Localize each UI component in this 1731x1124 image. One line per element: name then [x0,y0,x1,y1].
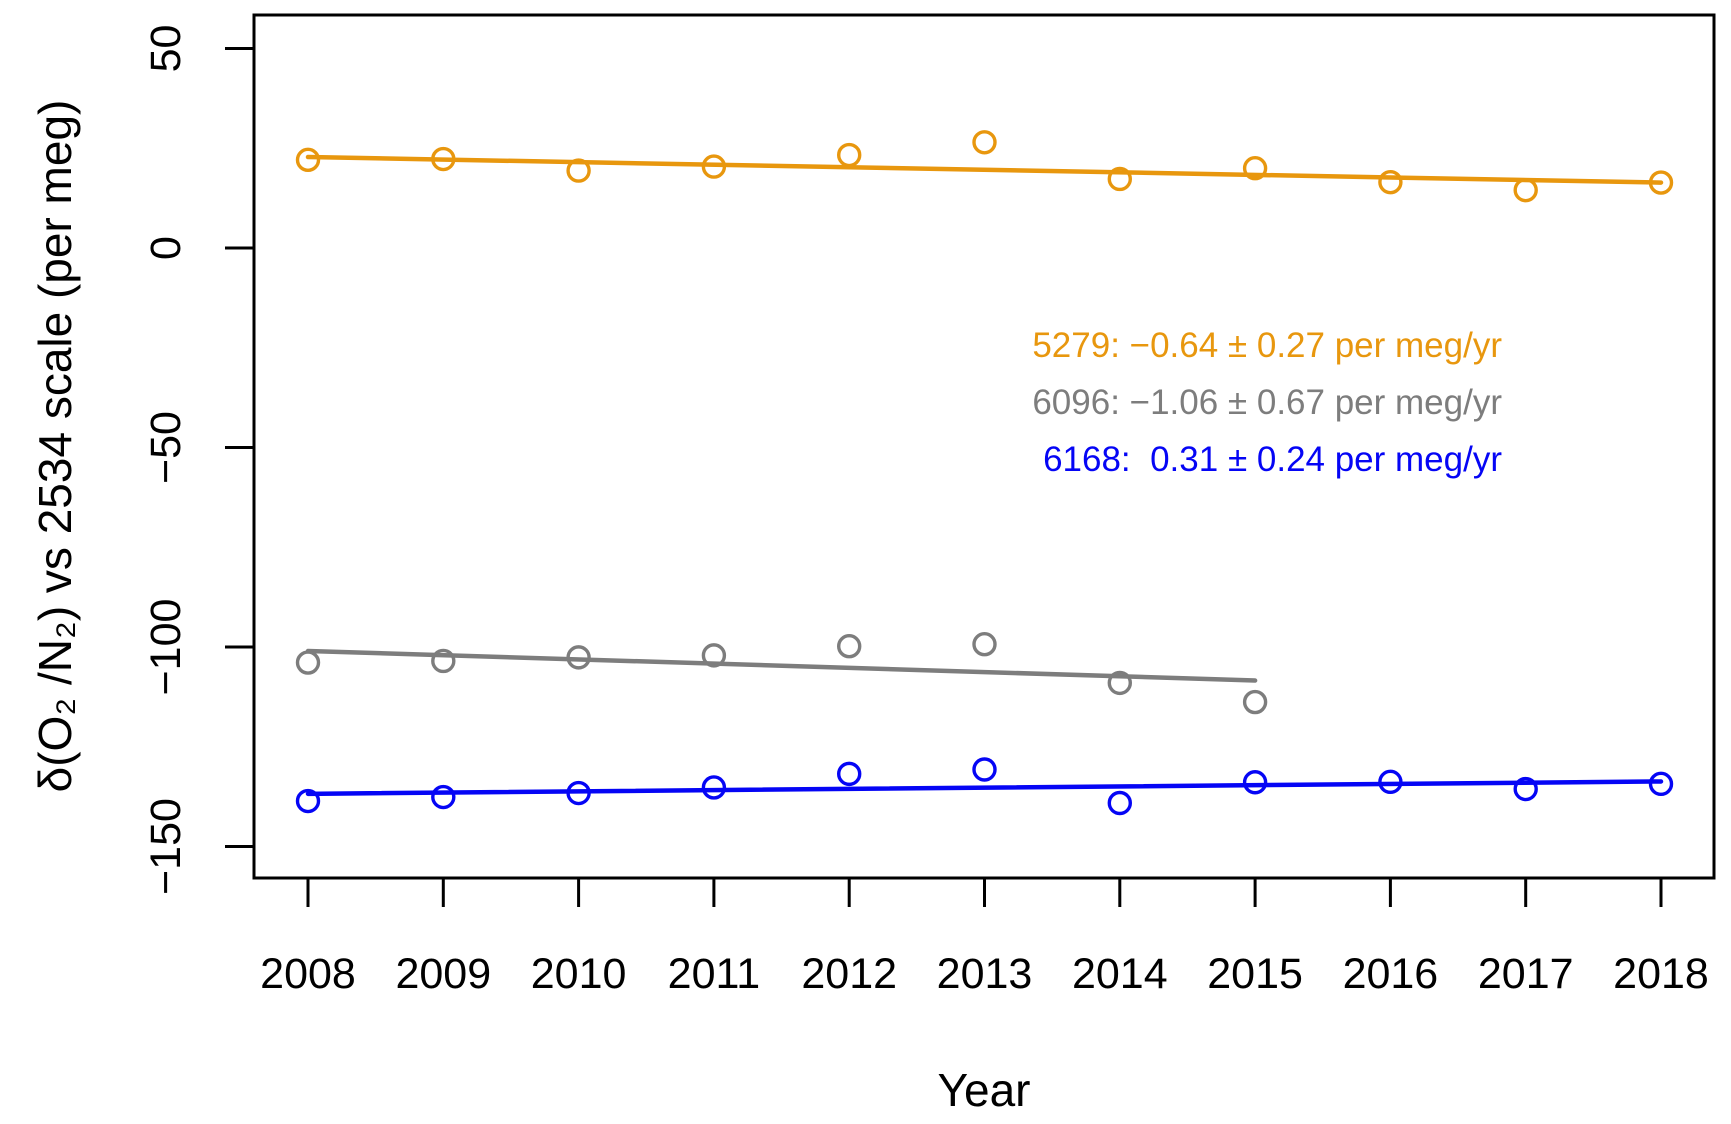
data-point-6096-2013 [972,632,997,657]
legend: 5279: −0.64 ± 0.27 per meg/yr 6096: −1.0… [1032,317,1502,488]
x-tick-label: 2008 [260,950,356,998]
x-tick-label: 2017 [1478,950,1574,998]
series-5279 [295,130,1674,203]
y-tick-label: −150 [142,798,190,895]
data-point-6168-2010 [566,780,591,806]
data-point-6168-2018 [1648,771,1674,797]
data-point-5279-2018 [1648,170,1674,195]
y-tick-label: −100 [142,599,190,696]
x-tick-label: 2009 [395,950,491,998]
data-point-5279-2015 [1242,155,1268,181]
legend-entry-6168: 6168: 0.31 ± 0.24 per meg/yr [1043,440,1502,479]
data-point-6168-2008 [295,788,321,814]
data-point-5279-2010 [566,158,591,183]
data-point-6168-2013 [972,757,997,782]
data-point-6168-2011 [701,775,727,800]
x-tick-label: 2013 [937,950,1033,998]
data-point-5279-2012 [837,142,862,168]
data-point-6168-2012 [837,761,862,787]
data-point-6096-2010 [566,645,591,670]
data-point-6096-2008 [295,650,321,675]
data-point-5279-2017 [1513,177,1538,203]
x-tick-label: 2014 [1072,950,1168,998]
data-point-6096-2011 [701,643,727,668]
y-axis-title: δ(O₂ /N₂) vs 2534 scale (per meg) [29,99,81,793]
y-tick-label: 0 [142,236,190,260]
data-point-5279-2011 [701,154,727,179]
x-axis-title: Year [937,1064,1031,1116]
data-point-6168-2009 [431,784,456,810]
series-6168 [295,757,1674,816]
y-tick-label: 50 [142,25,190,73]
x-tick-label: 2010 [531,950,627,998]
y-tick-label: −50 [142,411,190,484]
data-point-6168-2016 [1378,769,1403,795]
data-point-5279-2014 [1107,166,1133,192]
legend-entry-6096: 6096: −1.06 ± 0.67 per meg/yr [1032,383,1502,422]
x-tick-label: 2011 [668,950,760,998]
x-tick-label: 2016 [1343,950,1439,998]
data-point-5279-2013 [972,130,997,155]
data-point-6096-2012 [837,634,862,659]
trend-line-6096 [305,648,1258,683]
data-point-6096-2014 [1107,670,1133,696]
data-point-6168-2014 [1107,790,1133,816]
trend-line-5279 [305,154,1664,185]
legend-entry-5279: 5279: −0.64 ± 0.27 per meg/yr [1032,326,1502,365]
x-tick-label: 2012 [801,950,897,998]
data-point-6168-2017 [1513,776,1538,802]
x-tick-label: 2018 [1613,950,1709,998]
series-6096 [295,632,1268,715]
x-tick-label: 2015 [1207,950,1303,998]
data-point-5279-2016 [1378,169,1403,195]
data-point-5279-2008 [295,147,321,173]
data-point-6096-2015 [1242,689,1268,715]
data-point-5279-2009 [431,146,456,172]
trend-line-6168 [305,779,1664,797]
data-point-6096-2009 [431,648,456,674]
data-point-6168-2015 [1242,770,1268,795]
